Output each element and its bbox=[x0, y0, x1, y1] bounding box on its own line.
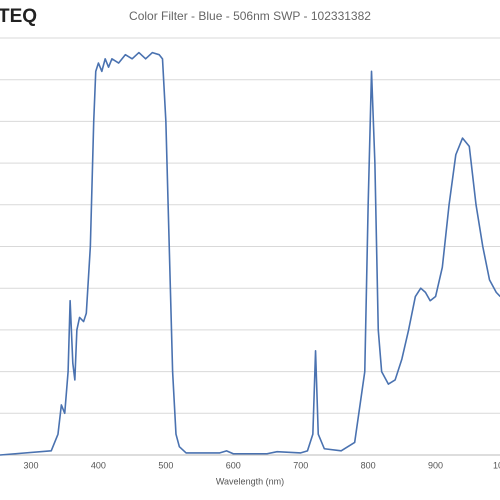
x-tick-label: 400 bbox=[91, 460, 106, 470]
x-tick-label: 700 bbox=[293, 460, 308, 470]
x-tick-label: 1000 bbox=[493, 460, 500, 470]
data-line bbox=[0, 51, 500, 456]
brand-logo: TEQ bbox=[0, 6, 37, 27]
chart-title: Color Filter - Blue - 506nm SWP - 102331… bbox=[129, 9, 371, 23]
x-tick-label: 300 bbox=[24, 460, 39, 470]
x-axis-label: Wavelength (nm) bbox=[216, 476, 284, 486]
x-tick-label: 600 bbox=[226, 460, 241, 470]
x-tick-label: 800 bbox=[361, 460, 376, 470]
x-tick-label: 900 bbox=[428, 460, 443, 470]
x-tick-label: 500 bbox=[158, 460, 173, 470]
